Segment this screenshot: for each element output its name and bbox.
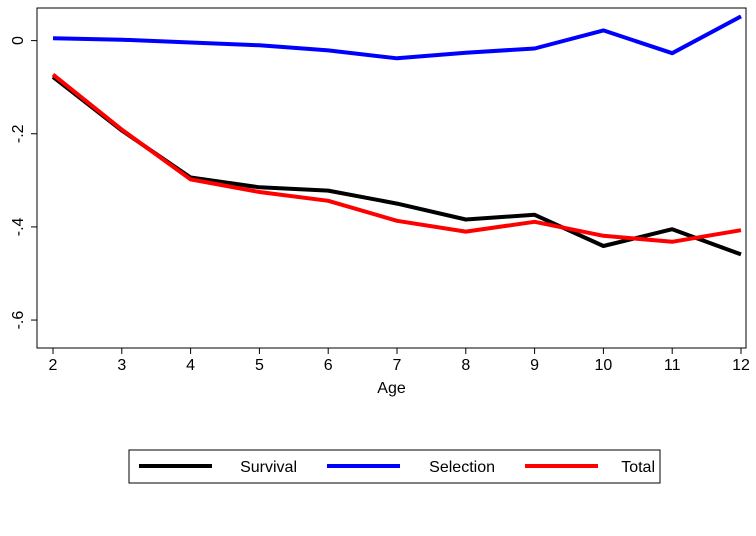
x-tick-label: 3 — [117, 357, 126, 374]
x-axis: 2 3 4 5 6 7 8 9 10 11 12 — [49, 348, 750, 374]
x-tick-label: 5 — [255, 357, 264, 374]
y-tick-label: -.4 — [10, 217, 27, 236]
y-tick-label: -.6 — [10, 311, 27, 330]
x-tick-label: 9 — [530, 357, 539, 374]
y-tick-label: -.2 — [10, 124, 27, 143]
y-tick-label: 0 — [10, 36, 27, 45]
x-tick-label: 8 — [461, 357, 470, 374]
legend-label-survival: Survival — [240, 459, 297, 476]
plot-area — [36, 7, 747, 349]
series-lines — [51, 14, 742, 257]
x-tick-label: 7 — [393, 357, 402, 374]
legend-label-total: Total — [621, 459, 655, 476]
x-tick-label: 6 — [324, 357, 333, 374]
series-line-selection — [52, 14, 742, 61]
x-tick-label: 12 — [732, 357, 750, 374]
legend-label-selection: Selection — [429, 459, 495, 476]
x-tick-label: 10 — [595, 357, 613, 374]
x-axis-title: Age — [377, 380, 406, 397]
x-tick-label: 4 — [186, 357, 195, 374]
legend: Survival Selection Total — [128, 449, 661, 484]
x-tick-label: 2 — [49, 357, 58, 374]
x-tick-label: 11 — [664, 357, 681, 374]
y-axis: 0 -.2 -.4 -.6 — [10, 36, 37, 329]
series-line-total — [51, 73, 742, 244]
